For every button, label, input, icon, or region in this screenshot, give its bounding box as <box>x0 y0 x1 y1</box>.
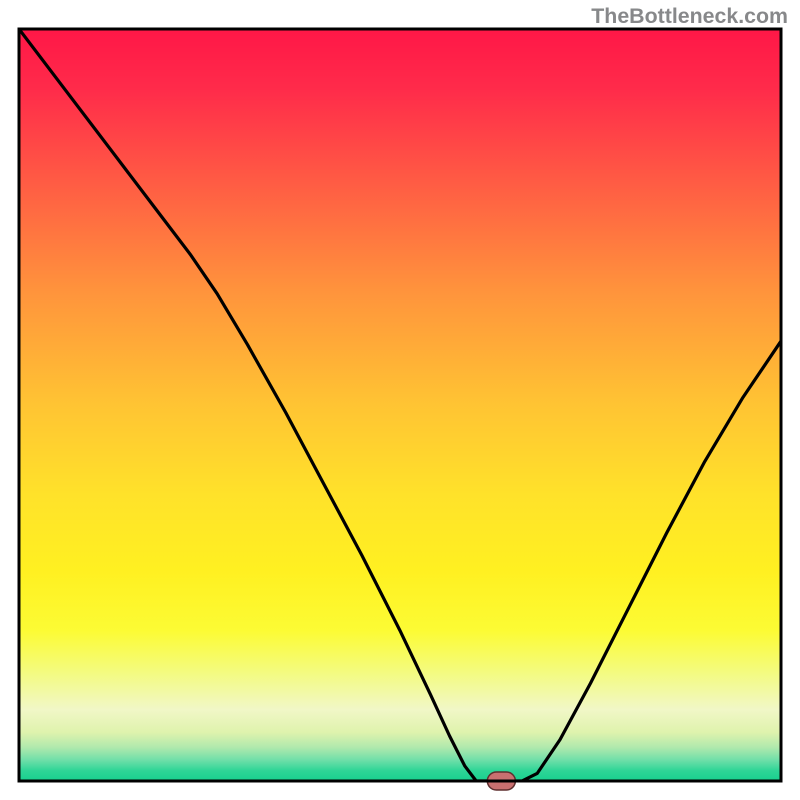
attribution-label: TheBottleneck.com <box>591 4 788 29</box>
chart-frame: TheBottleneck.com <box>0 0 800 800</box>
gradient-background <box>19 29 781 781</box>
bottleneck-chart <box>0 0 800 800</box>
